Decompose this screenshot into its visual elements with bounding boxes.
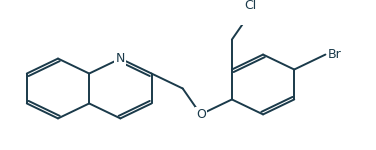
Text: Br: Br: [327, 48, 341, 61]
Text: Cl: Cl: [244, 0, 256, 12]
Text: N: N: [116, 52, 125, 65]
Text: O: O: [196, 108, 206, 121]
